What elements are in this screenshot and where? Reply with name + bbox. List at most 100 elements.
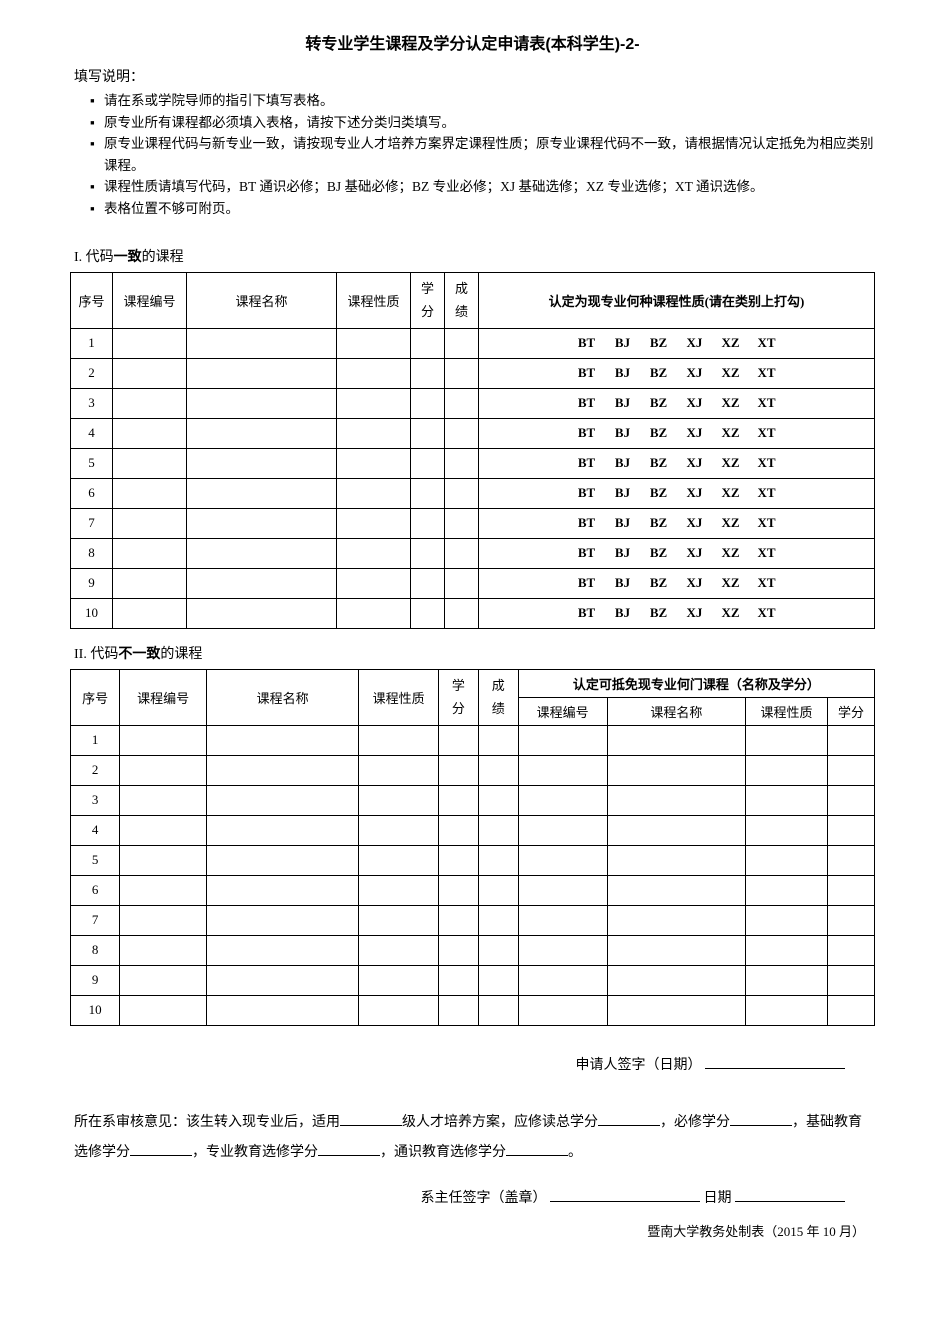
cell-blank[interactable] bbox=[607, 905, 745, 935]
cell-blank[interactable] bbox=[120, 935, 207, 965]
dean-sign-field[interactable] bbox=[550, 1188, 700, 1202]
cell-blank[interactable] bbox=[187, 478, 337, 508]
cell-type-codes[interactable]: BTBJBZXJXZXT bbox=[479, 358, 875, 388]
cell-blank[interactable] bbox=[411, 598, 445, 628]
cell-blank[interactable] bbox=[518, 785, 607, 815]
cell-blank[interactable] bbox=[359, 995, 439, 1025]
cell-blank[interactable] bbox=[187, 388, 337, 418]
cell-blank[interactable] bbox=[359, 935, 439, 965]
cell-blank[interactable] bbox=[337, 598, 411, 628]
cell-type-codes[interactable]: BTBJBZXJXZXT bbox=[479, 448, 875, 478]
cell-blank[interactable] bbox=[359, 845, 439, 875]
cell-blank[interactable] bbox=[607, 935, 745, 965]
cell-blank[interactable] bbox=[518, 845, 607, 875]
cell-blank[interactable] bbox=[359, 905, 439, 935]
cell-blank[interactable] bbox=[478, 905, 518, 935]
cell-blank[interactable] bbox=[438, 755, 478, 785]
cell-blank[interactable] bbox=[411, 508, 445, 538]
cell-blank[interactable] bbox=[828, 965, 875, 995]
cell-blank[interactable] bbox=[746, 755, 828, 785]
cell-blank[interactable] bbox=[187, 328, 337, 358]
cell-blank[interactable] bbox=[337, 478, 411, 508]
cell-blank[interactable] bbox=[120, 995, 207, 1025]
cell-blank[interactable] bbox=[445, 538, 479, 568]
cell-blank[interactable] bbox=[445, 448, 479, 478]
cell-blank[interactable] bbox=[411, 538, 445, 568]
cell-blank[interactable] bbox=[120, 965, 207, 995]
cell-blank[interactable] bbox=[113, 448, 187, 478]
cell-blank[interactable] bbox=[478, 875, 518, 905]
cell-blank[interactable] bbox=[187, 508, 337, 538]
cell-blank[interactable] bbox=[478, 965, 518, 995]
cell-blank[interactable] bbox=[359, 755, 439, 785]
cell-blank[interactable] bbox=[206, 995, 358, 1025]
cell-blank[interactable] bbox=[113, 508, 187, 538]
cell-blank[interactable] bbox=[518, 995, 607, 1025]
cell-blank[interactable] bbox=[445, 508, 479, 538]
cell-blank[interactable] bbox=[206, 845, 358, 875]
cell-blank[interactable] bbox=[113, 598, 187, 628]
cell-blank[interactable] bbox=[187, 418, 337, 448]
cell-blank[interactable] bbox=[607, 755, 745, 785]
cell-blank[interactable] bbox=[411, 328, 445, 358]
cell-blank[interactable] bbox=[438, 935, 478, 965]
cell-blank[interactable] bbox=[438, 995, 478, 1025]
cell-blank[interactable] bbox=[445, 388, 479, 418]
cell-blank[interactable] bbox=[828, 875, 875, 905]
cell-blank[interactable] bbox=[438, 905, 478, 935]
cell-type-codes[interactable]: BTBJBZXJXZXT bbox=[479, 538, 875, 568]
cell-blank[interactable] bbox=[478, 845, 518, 875]
cell-blank[interactable] bbox=[746, 905, 828, 935]
cell-blank[interactable] bbox=[478, 995, 518, 1025]
cell-blank[interactable] bbox=[337, 568, 411, 598]
cell-blank[interactable] bbox=[478, 785, 518, 815]
cell-blank[interactable] bbox=[445, 358, 479, 388]
cell-blank[interactable] bbox=[445, 478, 479, 508]
cell-blank[interactable] bbox=[445, 328, 479, 358]
cell-blank[interactable] bbox=[828, 905, 875, 935]
cell-blank[interactable] bbox=[828, 725, 875, 755]
cell-blank[interactable] bbox=[113, 478, 187, 508]
cell-blank[interactable] bbox=[438, 815, 478, 845]
cell-blank[interactable] bbox=[518, 965, 607, 995]
cell-blank[interactable] bbox=[607, 875, 745, 905]
cell-blank[interactable] bbox=[518, 875, 607, 905]
cell-blank[interactable] bbox=[187, 568, 337, 598]
cell-blank[interactable] bbox=[337, 508, 411, 538]
cell-blank[interactable] bbox=[445, 598, 479, 628]
cell-blank[interactable] bbox=[120, 755, 207, 785]
review-blank-5[interactable] bbox=[318, 1142, 380, 1156]
cell-blank[interactable] bbox=[438, 845, 478, 875]
cell-blank[interactable] bbox=[438, 785, 478, 815]
cell-blank[interactable] bbox=[113, 568, 187, 598]
cell-blank[interactable] bbox=[478, 935, 518, 965]
cell-type-codes[interactable]: BTBJBZXJXZXT bbox=[479, 478, 875, 508]
date-field[interactable] bbox=[735, 1188, 845, 1202]
cell-blank[interactable] bbox=[746, 995, 828, 1025]
cell-blank[interactable] bbox=[607, 995, 745, 1025]
cell-blank[interactable] bbox=[337, 358, 411, 388]
cell-blank[interactable] bbox=[359, 965, 439, 995]
cell-blank[interactable] bbox=[113, 358, 187, 388]
cell-blank[interactable] bbox=[120, 875, 207, 905]
cell-blank[interactable] bbox=[607, 965, 745, 995]
cell-blank[interactable] bbox=[411, 568, 445, 598]
applicant-sign-field[interactable] bbox=[705, 1055, 845, 1069]
cell-type-codes[interactable]: BTBJBZXJXZXT bbox=[479, 508, 875, 538]
cell-blank[interactable] bbox=[746, 935, 828, 965]
cell-blank[interactable] bbox=[359, 815, 439, 845]
cell-blank[interactable] bbox=[120, 905, 207, 935]
cell-blank[interactable] bbox=[411, 358, 445, 388]
cell-blank[interactable] bbox=[120, 725, 207, 755]
cell-blank[interactable] bbox=[607, 785, 745, 815]
cell-blank[interactable] bbox=[206, 815, 358, 845]
cell-blank[interactable] bbox=[746, 815, 828, 845]
cell-blank[interactable] bbox=[206, 965, 358, 995]
cell-type-codes[interactable]: BTBJBZXJXZXT bbox=[479, 598, 875, 628]
cell-blank[interactable] bbox=[828, 935, 875, 965]
cell-blank[interactable] bbox=[478, 725, 518, 755]
cell-blank[interactable] bbox=[187, 538, 337, 568]
cell-blank[interactable] bbox=[206, 935, 358, 965]
cell-blank[interactable] bbox=[411, 448, 445, 478]
cell-blank[interactable] bbox=[359, 785, 439, 815]
